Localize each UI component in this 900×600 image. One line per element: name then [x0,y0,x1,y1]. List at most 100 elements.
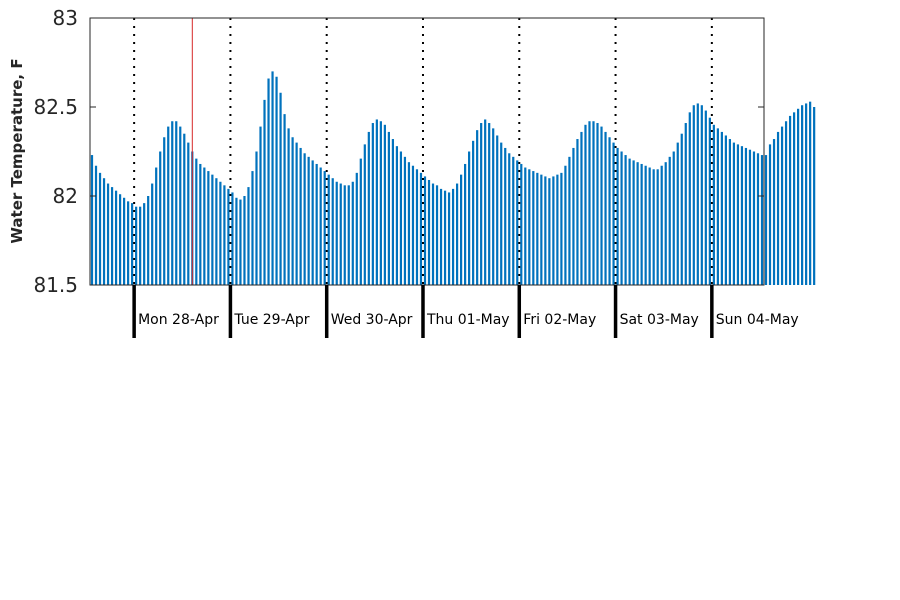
bar [488,123,491,286]
bar [780,126,784,285]
bar [379,121,382,286]
bar [155,167,158,285]
bar [431,183,435,285]
bar [560,172,563,285]
bar [616,147,619,285]
bar [215,178,218,285]
bar [371,123,374,286]
bar [223,185,226,285]
bar [439,188,443,285]
day-labels: Mon 28-Apr Tue 29-Apr Wed 30-Apr Thu 01-May… [132,285,799,338]
bar [600,126,603,285]
bar [592,121,595,286]
bar [700,105,703,285]
bar [151,183,154,285]
bar [608,137,611,285]
bar [764,155,768,285]
bar [359,158,362,285]
bar [275,76,278,286]
bar [756,153,760,285]
bar [636,162,639,285]
bar [588,121,591,286]
bar [347,185,350,285]
bar [484,119,487,286]
bar [672,151,675,285]
bar [299,147,302,285]
day-label: Tue 29-Apr [233,312,309,328]
bar [118,194,122,285]
bar [367,131,370,285]
bar [319,167,322,285]
bar [291,137,294,285]
bar [351,181,354,285]
bar [744,147,748,285]
bar [207,171,210,285]
bar [279,92,282,285]
bar [159,151,162,285]
y-tick-label: 82 [53,184,78,208]
bar [620,151,623,285]
bar [283,114,286,286]
y-tick-label: 82.5 [33,95,78,119]
plot-background [90,18,764,285]
day-label: Sun 04-May [716,312,799,328]
bar [98,172,102,285]
bar [263,99,266,285]
bar [247,187,250,285]
day-label: Wed 30-Apr [331,312,413,328]
bar [106,183,110,285]
bar [90,155,94,285]
bar [110,187,114,285]
bar [243,196,246,285]
bar [423,176,427,285]
bar [640,163,643,285]
y-axis-label: Water Temperature, F [8,58,26,243]
bar [720,131,723,285]
bar [704,110,707,285]
bar [472,140,475,285]
bar [556,174,559,285]
bar [740,146,744,285]
bar [363,144,366,285]
bar [772,139,776,285]
bar [580,131,583,285]
bar [339,183,342,285]
bar [628,158,631,285]
bar [267,78,270,286]
bar [576,139,579,285]
bar [532,171,535,285]
bar [311,160,314,285]
bar [792,112,796,285]
bar [801,105,804,285]
bar [760,155,764,285]
bar [407,162,411,285]
bar [564,165,567,285]
bar [512,156,515,285]
bar [732,142,736,285]
bar [632,160,635,285]
bar [195,158,198,285]
bar [239,199,242,285]
bar [540,174,543,285]
bar [568,156,571,285]
bar [652,169,655,285]
bar [355,172,358,285]
bar [271,71,274,286]
bar [114,190,118,285]
bar [496,135,499,285]
bar [395,146,399,285]
bar [147,196,150,285]
bar [548,178,551,285]
bar [660,165,663,285]
bar [528,169,531,285]
bar [403,156,407,285]
day-label: Fri 02-May [523,312,596,328]
bar [724,135,727,285]
bar [500,142,503,285]
bar [399,151,403,285]
bar [139,206,142,285]
bar [102,178,106,285]
bar [307,156,310,285]
bar [203,167,206,285]
